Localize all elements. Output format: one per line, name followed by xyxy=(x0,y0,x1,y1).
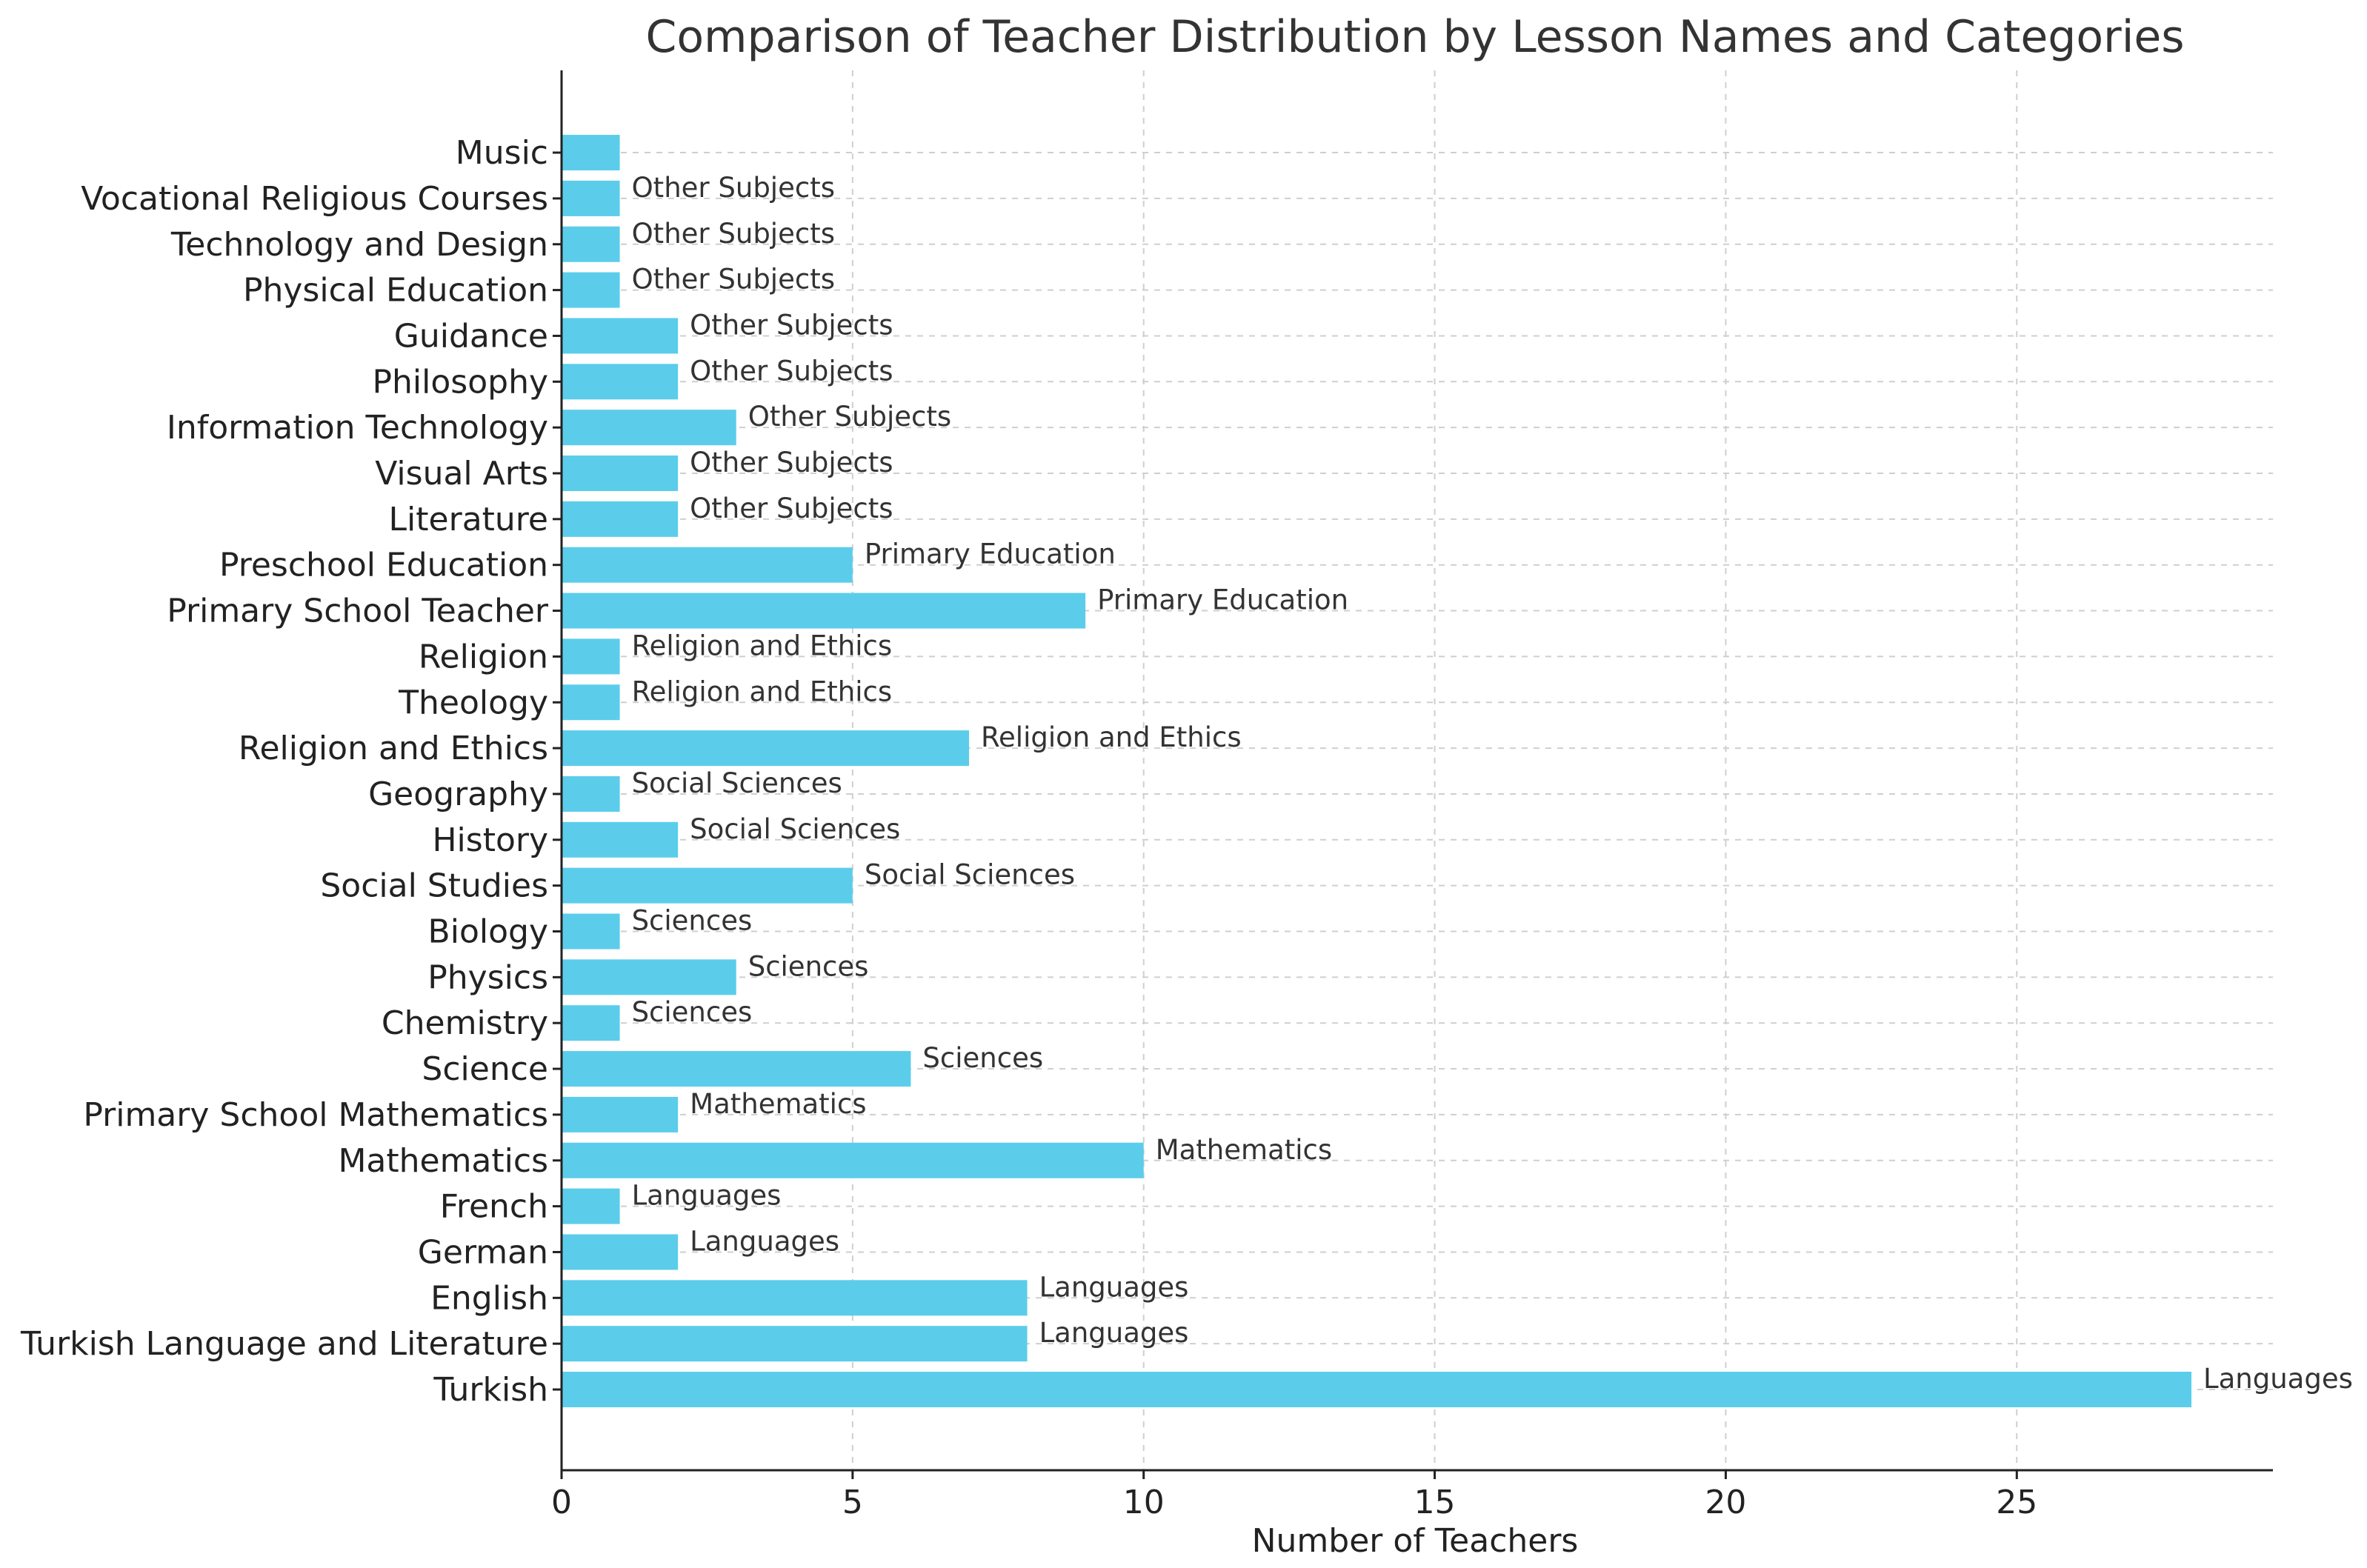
y-tick-label: Technology and Design xyxy=(170,226,548,264)
y-tick-label: Chemistry xyxy=(382,1004,548,1042)
bar-annotation: Languages xyxy=(2203,1363,2353,1395)
bar-annotation: Sciences xyxy=(632,996,753,1028)
x-tick-label: 15 xyxy=(1414,1484,1456,1521)
chart-title: Comparison of Teacher Distribution by Le… xyxy=(645,11,2184,63)
axes xyxy=(560,70,2273,1472)
bar-annotation: Primary Education xyxy=(1097,584,1348,616)
bar xyxy=(562,364,679,400)
y-tick-label: Turkish Language and Literature xyxy=(20,1325,548,1363)
bar xyxy=(562,456,679,491)
y-tick-label: Religion and Ethics xyxy=(239,730,548,767)
y-tick-labels: Turkish Turkish Language and Literature En… xyxy=(20,134,562,1409)
y-tick-label: Biology xyxy=(428,913,548,951)
bar xyxy=(562,775,620,812)
bar-annotation: Languages xyxy=(1039,1271,1189,1303)
y-tick-label: Philosophy xyxy=(373,363,549,401)
y-tick-label: Information Technology xyxy=(167,409,548,447)
y-tick-label: Science xyxy=(422,1050,548,1088)
bar-annotation: Other Subjects xyxy=(690,355,893,387)
y-tick-label: Social Studies xyxy=(320,867,548,905)
y-tick-label: English xyxy=(430,1279,548,1317)
y-tick-label: Primary School Teacher xyxy=(167,593,549,630)
y-tick-label: Visual Arts xyxy=(375,455,548,493)
bar-annotation: Other Subjects xyxy=(690,309,893,341)
bar-annotation: Languages xyxy=(632,1180,782,1212)
bar-annotation: Religion and Ethics xyxy=(632,630,893,661)
bar-annotations: Languages Languages Languages Languages Lang… xyxy=(632,172,2353,1395)
x-tick-label: 5 xyxy=(842,1484,863,1521)
bar xyxy=(562,1005,620,1041)
y-tick-label: History xyxy=(432,821,548,859)
bar-annotation: Other Subjects xyxy=(690,447,893,478)
bar-annotation: Social Sciences xyxy=(865,859,1075,891)
bar-annotation: Sciences xyxy=(632,905,753,937)
bar xyxy=(562,272,620,308)
y-tick-label: German xyxy=(418,1233,548,1271)
bar xyxy=(562,684,620,721)
bar-annotation: Languages xyxy=(690,1225,839,1257)
y-tick-label: Physics xyxy=(427,958,548,996)
bar-annotation: Other Subjects xyxy=(632,218,835,250)
y-tick-label: Physical Education xyxy=(243,272,548,310)
bar xyxy=(562,638,620,675)
y-tick-label: Literature xyxy=(389,501,548,538)
bar-annotation: Languages xyxy=(1039,1317,1189,1349)
bar xyxy=(562,1280,1028,1316)
bar-annotation: Other Subjects xyxy=(690,493,893,524)
bar-annotation: Religion and Ethics xyxy=(981,721,1242,753)
bar-annotation: Religion and Ethics xyxy=(632,675,893,707)
bar xyxy=(562,547,853,583)
bar-annotation: Primary Education xyxy=(865,538,1116,570)
bar xyxy=(562,1372,2191,1407)
y-tick-label: Turkish xyxy=(433,1371,548,1409)
y-tick-label: Religion xyxy=(419,638,548,675)
bar xyxy=(562,1051,911,1087)
y-tick-label: Music xyxy=(456,134,548,172)
bar-annotation: Sciences xyxy=(748,950,869,982)
bar-annotation: Social Sciences xyxy=(690,813,900,845)
bar-annotation: Other Subjects xyxy=(632,172,835,204)
x-tick-label: 25 xyxy=(1996,1484,2037,1521)
y-tick-label: Geography xyxy=(368,775,548,813)
bar xyxy=(562,867,853,904)
bar xyxy=(562,1188,620,1224)
bar-annotation: Other Subjects xyxy=(748,401,951,433)
bar-annotation: Sciences xyxy=(922,1042,1043,1074)
y-tick-label: Theology xyxy=(398,684,548,721)
bar xyxy=(562,730,969,767)
bar xyxy=(562,913,620,950)
bar-annotation: Social Sciences xyxy=(632,767,842,799)
bar-annotation: Other Subjects xyxy=(632,264,835,296)
bar-annotation: Mathematics xyxy=(690,1088,866,1120)
x-tick-labels: 0 5 10 15 20 25 xyxy=(551,1470,2037,1521)
y-tick-label: Mathematics xyxy=(338,1142,548,1180)
bar xyxy=(562,821,679,858)
bar xyxy=(562,1142,1144,1178)
bar xyxy=(562,226,620,262)
bar xyxy=(562,318,679,354)
bars xyxy=(562,135,2191,1407)
bar-annotation: Mathematics xyxy=(1156,1134,1332,1166)
bar xyxy=(562,135,620,171)
y-tick-label: Guidance xyxy=(394,317,548,355)
bar xyxy=(562,1326,1028,1362)
x-axis-label: Number of Teachers xyxy=(1252,1522,1579,1560)
x-tick-label: 10 xyxy=(1123,1484,1165,1521)
y-tick-label: French xyxy=(440,1188,548,1226)
bar xyxy=(562,410,736,446)
bar xyxy=(562,180,620,216)
bar xyxy=(562,501,679,537)
y-tick-label: Vocational Religious Courses xyxy=(81,180,548,218)
x-tick-label: 0 xyxy=(551,1484,572,1521)
bar xyxy=(562,593,1086,629)
bar xyxy=(562,1096,679,1132)
y-tick-label: Primary School Mathematics xyxy=(83,1096,548,1134)
bar xyxy=(562,1234,679,1270)
x-tick-label: 20 xyxy=(1705,1484,1746,1521)
bar xyxy=(562,959,736,995)
y-tick-label: Preschool Education xyxy=(219,547,548,584)
